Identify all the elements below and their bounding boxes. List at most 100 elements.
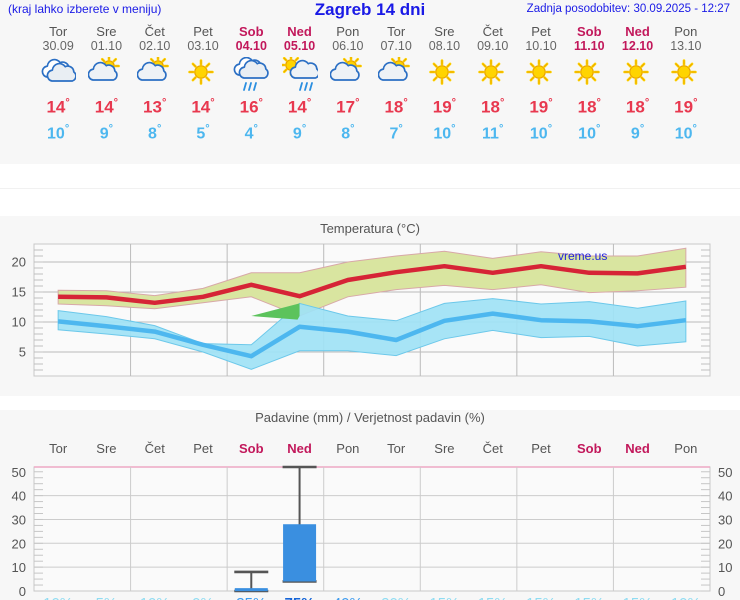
day-column: Sob 04.10 16° 4° (225, 24, 277, 144)
svg-text:10: 10 (12, 560, 26, 575)
svg-text:0: 0 (19, 584, 26, 599)
day-temp-min: 5° (196, 122, 210, 142)
day-column: Pon 13.10 19° 10° (660, 24, 712, 144)
day-temp-min: 8° (341, 122, 355, 142)
svg-text:Tor: Tor (49, 441, 68, 456)
partly-sunny-icon (129, 56, 181, 92)
day-name: Sob (577, 24, 602, 39)
day-column: Pet 10.10 19° 10° (515, 24, 567, 144)
day-temp-min: 9° (630, 122, 645, 142)
svg-text:40%: 40% (333, 595, 363, 600)
day-name: Tor (387, 24, 406, 39)
page-header: (kraj lahko izberete v meniju) Zagreb 14… (0, 0, 740, 22)
day-temp-min: 11° (482, 122, 504, 142)
day-temp-max: 13° (143, 97, 167, 117)
day-date: 11.10 (573, 39, 605, 53)
partly-sunny-icon (322, 56, 374, 92)
last-update-label: Zadnja posodobitev: 30.09.2025 - 12:27 (526, 3, 730, 15)
svg-text:Sre: Sre (96, 441, 116, 456)
svg-text:Ned: Ned (287, 441, 312, 456)
precipitation-chart-section: Padavine (mm) / Verjetnost padavin (%) T… (0, 410, 740, 600)
section-divider (0, 164, 740, 216)
section-divider-2 (0, 396, 740, 410)
day-date: 03.10 (187, 39, 219, 53)
day-date: 30.09 (42, 39, 74, 53)
svg-text:10: 10 (12, 315, 26, 330)
svg-text:5%: 5% (96, 595, 118, 600)
svg-text:15%: 15% (478, 595, 508, 600)
day-temp-min: 10° (47, 122, 70, 142)
temperature-chart-title: Temperatura (°C) (320, 221, 420, 236)
day-date: 07.10 (380, 39, 412, 53)
temperature-chart: 5 10 15 20 vreme.us (12, 243, 711, 377)
day-name: Pon (674, 24, 698, 39)
sunny-icon (612, 56, 664, 92)
day-name: Pet (531, 24, 551, 39)
svg-text:15%: 15% (623, 595, 653, 600)
svg-text:30: 30 (718, 512, 732, 527)
sunny-icon (467, 56, 519, 92)
svg-text:40: 40 (12, 489, 26, 504)
svg-text:5: 5 (19, 345, 26, 360)
day-date: 02.10 (139, 39, 171, 53)
day-date: 08.10 (428, 39, 461, 53)
day-column: Pet 03.10 14° 5° (177, 24, 229, 144)
svg-text:15%: 15% (526, 595, 556, 600)
day-temp-max: 14° (287, 97, 312, 117)
svg-text:Pon: Pon (336, 441, 359, 456)
svg-text:75%: 75% (285, 595, 315, 600)
svg-text:10%: 10% (671, 595, 701, 600)
day-date: 04.10 (235, 39, 267, 53)
day-date: 13.10 (670, 39, 702, 53)
svg-text:20: 20 (12, 255, 26, 270)
day-temp-min: 10° (529, 122, 553, 142)
svg-text:Pet: Pet (531, 441, 551, 456)
day-date: 06.10 (332, 39, 364, 53)
svg-text:10%: 10% (43, 595, 73, 600)
location-hint: (kraj lahko izberete v meniju) (8, 2, 162, 16)
day-temp-max: 19° (674, 97, 698, 117)
day-column: Sre 01.10 14° 9° (80, 24, 132, 144)
svg-text:35%: 35% (236, 595, 266, 600)
svg-text:20: 20 (12, 536, 26, 551)
svg-text:Čet: Čet (145, 441, 166, 456)
day-name: Pon (336, 24, 360, 39)
precipitation-chart: Tor Sre Čet Pet Sob Ned Pon Tor Sre Čet Pet Sob Ned P… (12, 441, 733, 600)
day-column: Sob 11.10 18° 10° (563, 24, 615, 144)
svg-text:50: 50 (12, 465, 26, 480)
day-name: Tor (49, 24, 68, 39)
day-column: Pon 06.10 17° 8° (322, 24, 374, 144)
day-column: Čet 09.10 18° 11° (467, 24, 519, 144)
rain-icon (225, 56, 277, 92)
day-name: Ned (625, 24, 650, 39)
day-name: Sob (239, 24, 264, 39)
svg-text:Ned: Ned (625, 441, 650, 456)
day-date: 05.10 (283, 39, 316, 53)
day-temp-max: 16° (239, 97, 263, 117)
day-temp-max: 14° (46, 97, 70, 117)
page-title: Zagreb 14 dni (314, 0, 426, 19)
svg-text:40: 40 (718, 489, 732, 504)
svg-text:Pet: Pet (193, 441, 213, 456)
day-column: Tor 07.10 18° 7° (370, 24, 422, 144)
svg-text:15: 15 (12, 285, 26, 300)
partly-sunny-icon (370, 56, 422, 92)
svg-text:15%: 15% (574, 595, 604, 600)
svg-text:30: 30 (12, 512, 26, 527)
daily-forecast-strip: Tor 30.09 14° 10° Sre 01.10 14° 9° Čet 02.10 13° 8°… (0, 24, 740, 164)
day-temp-min: 4° (244, 122, 258, 142)
divider-line (0, 188, 740, 189)
svg-text:Sob: Sob (239, 441, 264, 456)
sunny-icon (418, 56, 470, 92)
day-temp-min: 10° (578, 122, 601, 142)
day-temp-min: 10° (674, 122, 697, 142)
day-temp-max: 19° (529, 97, 553, 117)
day-temp-max: 14° (94, 97, 119, 117)
svg-text:20%: 20% (381, 595, 411, 600)
svg-text:Pon: Pon (674, 441, 697, 456)
svg-text:Tor: Tor (387, 441, 406, 456)
day-column: Sre 08.10 19° 10° (418, 24, 470, 144)
temperature-chart-section: Temperatura (°C) 5 10 15 20 vreme.us (0, 216, 740, 396)
day-name: Sre (96, 24, 117, 39)
